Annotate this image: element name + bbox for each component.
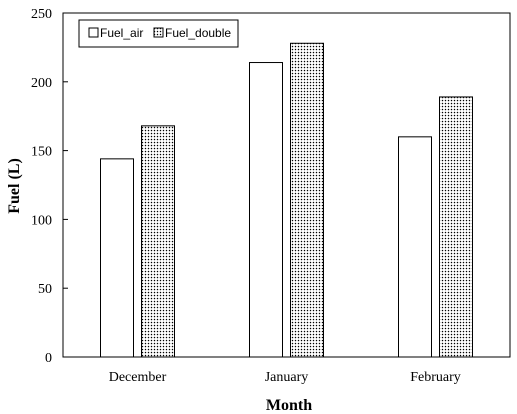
legend-swatch-fuel-air: [88, 27, 99, 38]
y-tick-label: 150: [31, 145, 52, 160]
bar-fuel-double-february: [439, 96, 473, 358]
x-axis: December January February: [109, 370, 461, 385]
y-tick-label: 200: [31, 76, 52, 91]
y-tick-label: 0: [45, 351, 52, 366]
y-tick-label: 100: [31, 213, 52, 228]
bars-group: [100, 42, 473, 358]
x-tick-label: January: [265, 370, 309, 385]
plot-frame: [62, 12, 511, 358]
y-tick-label: 50: [38, 282, 52, 297]
x-tick-label: February: [410, 370, 461, 385]
bar-fuel-air-december: [100, 158, 134, 358]
y-tick-label: 250: [31, 7, 52, 22]
bar-fuel-double-december: [141, 125, 175, 358]
bar-fuel-air-february: [398, 136, 432, 358]
x-axis-title: Month: [266, 397, 312, 414]
bar-fuel-air-january: [249, 62, 283, 358]
bar-fuel-double-january: [290, 42, 324, 358]
legend: Fuel_air Fuel_double: [78, 19, 239, 48]
legend-label-fuel-double: Fuel_double: [165, 26, 231, 40]
y-axis: 0 50 100 150 200 250: [31, 7, 68, 366]
y-axis-title: Fuel (L): [6, 158, 23, 214]
x-tick-label: December: [109, 370, 167, 385]
plot-area: [62, 12, 511, 358]
legend-swatch-fuel-double: [153, 27, 164, 38]
legend-label-fuel-air: Fuel_air: [100, 26, 143, 40]
